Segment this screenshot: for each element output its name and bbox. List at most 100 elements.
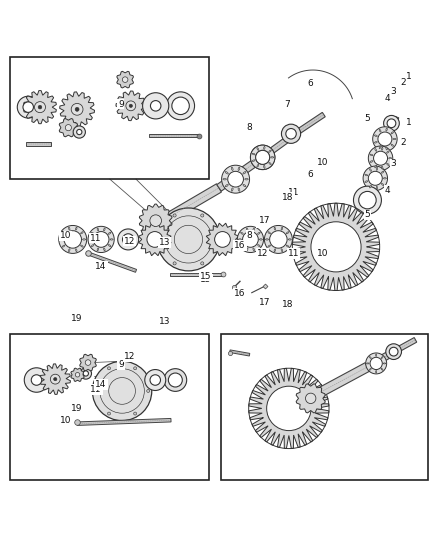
Circle shape (222, 165, 250, 193)
Polygon shape (24, 91, 57, 124)
Text: 13: 13 (159, 317, 170, 326)
Polygon shape (170, 273, 223, 276)
Text: 12: 12 (124, 237, 135, 246)
Ellipse shape (97, 248, 99, 251)
Circle shape (17, 96, 39, 118)
Ellipse shape (271, 157, 274, 158)
Ellipse shape (374, 141, 377, 143)
Circle shape (237, 227, 264, 253)
Ellipse shape (387, 151, 389, 153)
Polygon shape (296, 384, 325, 413)
Circle shape (384, 116, 399, 131)
Ellipse shape (381, 166, 383, 169)
Circle shape (215, 231, 230, 247)
Ellipse shape (391, 132, 393, 134)
Ellipse shape (268, 232, 271, 234)
Ellipse shape (103, 228, 105, 231)
Ellipse shape (381, 357, 383, 359)
Circle shape (164, 369, 187, 391)
Ellipse shape (268, 245, 271, 247)
Text: 19: 19 (71, 313, 83, 322)
Ellipse shape (386, 147, 387, 150)
Ellipse shape (265, 239, 268, 240)
Circle shape (389, 348, 398, 356)
Circle shape (38, 106, 42, 109)
Circle shape (88, 227, 114, 253)
Ellipse shape (238, 167, 240, 171)
Polygon shape (296, 112, 325, 134)
Ellipse shape (367, 363, 369, 364)
Text: 3: 3 (391, 159, 396, 168)
Ellipse shape (231, 167, 233, 171)
Polygon shape (366, 346, 400, 370)
Circle shape (168, 373, 182, 387)
Text: 14: 14 (95, 262, 107, 271)
Circle shape (368, 146, 393, 171)
Polygon shape (149, 134, 199, 137)
Ellipse shape (379, 146, 381, 149)
Circle shape (24, 368, 49, 392)
Ellipse shape (274, 249, 276, 252)
Circle shape (118, 229, 139, 250)
Polygon shape (88, 252, 137, 272)
Polygon shape (71, 368, 84, 382)
Polygon shape (293, 203, 380, 290)
Ellipse shape (365, 181, 368, 182)
Circle shape (201, 262, 204, 265)
Polygon shape (59, 118, 78, 137)
Circle shape (95, 390, 97, 392)
Circle shape (215, 238, 218, 241)
Text: 18: 18 (282, 301, 294, 310)
Text: 11: 11 (90, 385, 102, 394)
Circle shape (265, 225, 292, 253)
Circle shape (150, 101, 161, 111)
Ellipse shape (389, 158, 392, 159)
Ellipse shape (92, 232, 94, 235)
Ellipse shape (274, 227, 276, 230)
Circle shape (83, 371, 88, 376)
Text: 15: 15 (200, 272, 212, 280)
Ellipse shape (253, 248, 254, 251)
Text: 6: 6 (308, 79, 314, 88)
Text: 14: 14 (95, 380, 107, 389)
Ellipse shape (258, 245, 260, 247)
Ellipse shape (269, 163, 271, 165)
Text: 8: 8 (247, 231, 252, 240)
Circle shape (387, 119, 396, 128)
Text: 11: 11 (287, 249, 299, 258)
Ellipse shape (238, 188, 240, 191)
Text: 1: 1 (406, 118, 412, 127)
Text: 5: 5 (364, 114, 370, 123)
Circle shape (71, 103, 83, 115)
Ellipse shape (81, 245, 83, 247)
Circle shape (256, 150, 270, 164)
Ellipse shape (75, 227, 77, 230)
Text: 9: 9 (118, 100, 124, 109)
Text: 16: 16 (234, 241, 246, 250)
Circle shape (359, 191, 376, 209)
Text: 10: 10 (60, 231, 71, 240)
Polygon shape (397, 337, 417, 352)
Ellipse shape (374, 135, 377, 136)
Ellipse shape (68, 249, 70, 252)
Circle shape (305, 393, 316, 403)
Ellipse shape (264, 165, 265, 168)
Text: 3: 3 (391, 87, 396, 96)
Circle shape (363, 166, 388, 190)
Circle shape (251, 145, 275, 169)
Circle shape (129, 104, 132, 108)
Circle shape (374, 151, 388, 165)
Polygon shape (155, 184, 222, 228)
Polygon shape (117, 71, 134, 88)
Ellipse shape (240, 232, 243, 235)
Text: 10: 10 (60, 416, 71, 425)
Circle shape (201, 214, 204, 217)
Polygon shape (116, 91, 146, 120)
Circle shape (64, 231, 81, 248)
Ellipse shape (238, 239, 241, 240)
Circle shape (65, 125, 71, 131)
Text: 19: 19 (71, 404, 83, 413)
Ellipse shape (387, 163, 389, 165)
Circle shape (166, 92, 194, 120)
Ellipse shape (370, 154, 373, 156)
